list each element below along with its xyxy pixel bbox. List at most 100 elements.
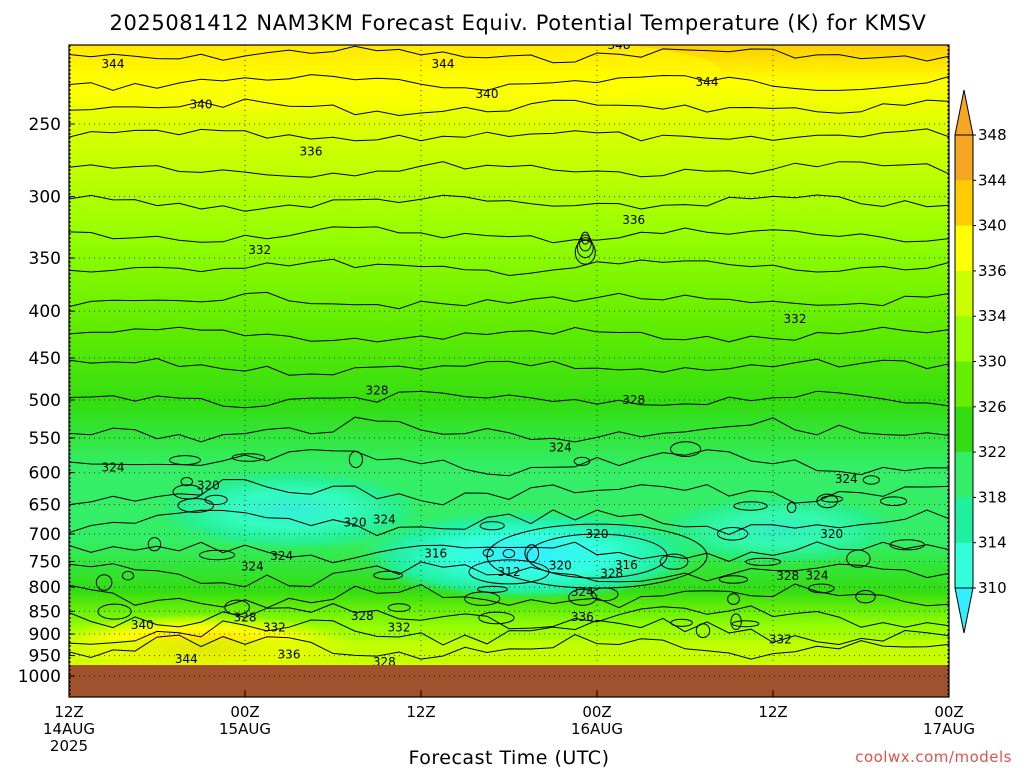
contour-cell	[502, 548, 516, 559]
y-tick-label: 900	[29, 625, 61, 645]
contour-label: 336	[278, 648, 301, 662]
contour-line	[69, 617, 949, 646]
contour-lines	[69, 45, 949, 660]
x-tick-label: 12Z	[758, 703, 787, 721]
contour-cell	[807, 583, 835, 594]
contour-label: 324	[102, 460, 125, 474]
y-tick-label: 300	[29, 188, 61, 208]
contour-cone	[578, 234, 592, 252]
y-tick-label: 400	[29, 302, 61, 322]
moist-core-left	[160, 470, 420, 550]
x-tick-label: 00Z	[582, 703, 611, 721]
contour-cell	[177, 498, 214, 513]
contour-line	[69, 258, 949, 277]
y-tick-label: 450	[29, 349, 61, 369]
contour-cell	[731, 620, 760, 628]
contour-cell	[745, 557, 782, 566]
contour-line	[69, 478, 949, 506]
contour-cell	[231, 453, 266, 462]
colorbar-segment	[955, 542, 973, 589]
contour-label: 320	[344, 515, 367, 529]
contour-cell	[880, 496, 908, 507]
colorbar-segment	[955, 180, 973, 227]
contour-cell	[816, 493, 839, 509]
y-tick-label: 600	[29, 464, 61, 484]
colorbar-segment	[955, 135, 973, 181]
colorbar-label: 340	[978, 217, 1007, 235]
contour-cell	[718, 575, 749, 584]
contour-cone	[574, 239, 596, 265]
contour-cell	[695, 623, 711, 638]
contour-label: 332	[784, 312, 807, 326]
x-tick-label: 2025	[50, 737, 88, 755]
colorbar-segment	[955, 406, 973, 453]
contour-label: 324	[806, 569, 829, 583]
contour-core-ring	[486, 523, 708, 589]
y-tick-label: 550	[29, 429, 61, 449]
colorbar-bottom-arrow	[954, 587, 974, 634]
colorbar-segment	[955, 452, 973, 498]
x-tick-label: 16AUG	[571, 720, 623, 738]
colorbar-segment	[955, 497, 973, 544]
y-tick-label: 500	[29, 391, 61, 411]
contour-label: 348	[608, 38, 631, 52]
contour-label: 332	[388, 620, 411, 634]
credit-text: coolwx.com/models	[855, 748, 1012, 766]
contour-cell	[786, 502, 797, 513]
colorbar-segment	[955, 270, 973, 317]
contour-cell	[478, 611, 515, 625]
contour-line	[69, 390, 949, 409]
x-tick-label: 12Z	[406, 703, 435, 721]
contour-label: 320	[586, 527, 609, 541]
contour-label: 324	[571, 585, 594, 599]
contour-cell	[169, 455, 201, 466]
contour-line	[69, 194, 949, 212]
contour-label: 316	[424, 546, 447, 560]
contour-cell	[862, 475, 880, 485]
contour-label: 316	[615, 558, 638, 572]
y-tick-label: 850	[29, 602, 61, 622]
y-tick-label: 800	[29, 578, 61, 598]
y-tick-label: 350	[29, 249, 61, 269]
contour-cell	[180, 477, 194, 487]
colorbar-label: 326	[978, 398, 1007, 416]
contour-line	[69, 161, 949, 178]
contour-label: 328	[366, 383, 389, 397]
contour-cell	[199, 549, 236, 561]
contour-line	[69, 541, 949, 564]
contour-line	[69, 416, 949, 443]
contour-cell	[121, 570, 135, 581]
contour-line	[69, 583, 949, 609]
contour-cell	[476, 585, 509, 593]
contour-label: 312	[498, 565, 521, 579]
contour-label: 336	[622, 213, 645, 227]
contour-cell	[568, 588, 597, 606]
x-tick-label: 14AUG	[43, 720, 95, 738]
colorbar-label: 348	[978, 126, 1007, 144]
contour-cell	[95, 574, 113, 591]
contour-label: 320	[820, 527, 843, 541]
contour-label: 332	[248, 243, 271, 257]
contour-cell	[670, 441, 702, 458]
contour-line	[69, 603, 949, 630]
contour-line	[69, 357, 949, 376]
ground-mask	[69, 665, 949, 697]
contour-label: 340	[131, 618, 154, 632]
y-axis: 250 300 350 400 450 500 550 600 650 700 750 800 850 9…	[18, 115, 949, 687]
contour-cell	[147, 537, 162, 552]
contour-label: 324	[241, 560, 264, 574]
contour-line	[69, 326, 949, 343]
contour-cell	[482, 548, 494, 558]
colorbar-label: 336	[978, 262, 1007, 280]
contour-line	[69, 449, 949, 477]
x-tick-label: 15AUG	[219, 720, 271, 738]
contour-label: 324	[373, 512, 396, 526]
contour-cell	[730, 613, 742, 631]
contour-cell	[733, 501, 768, 511]
contour-cone	[576, 237, 594, 259]
contour-cell	[727, 593, 740, 605]
colorbar-segment	[955, 361, 973, 408]
contour-label: 324	[270, 549, 293, 563]
